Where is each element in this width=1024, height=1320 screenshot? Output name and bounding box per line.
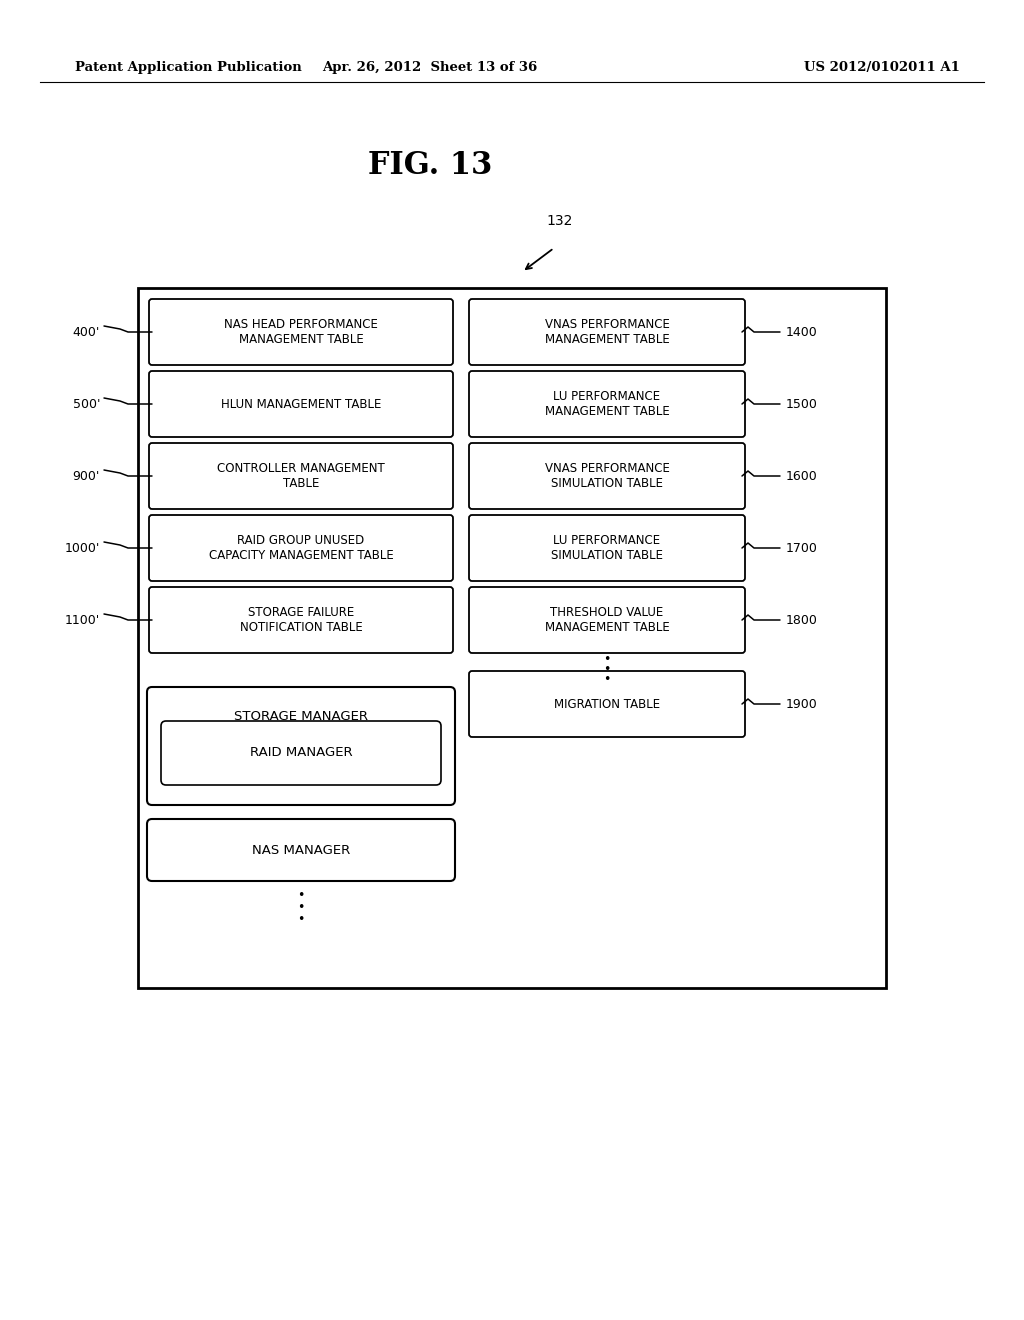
- FancyBboxPatch shape: [150, 587, 453, 653]
- Text: MIGRATION TABLE: MIGRATION TABLE: [554, 697, 660, 710]
- FancyBboxPatch shape: [150, 300, 453, 366]
- Text: THRESHOLD VALUE
MANAGEMENT TABLE: THRESHOLD VALUE MANAGEMENT TABLE: [545, 606, 670, 634]
- FancyBboxPatch shape: [469, 671, 745, 737]
- Text: 1600: 1600: [786, 470, 818, 483]
- FancyBboxPatch shape: [147, 818, 455, 880]
- Bar: [138, 288, 886, 987]
- Text: •: •: [603, 664, 610, 676]
- Text: CONTROLLER MANAGEMENT
TABLE: CONTROLLER MANAGEMENT TABLE: [217, 462, 385, 490]
- Text: •: •: [297, 913, 305, 927]
- Text: 1700: 1700: [786, 541, 818, 554]
- Text: STORAGE FAILURE
NOTIFICATION TABLE: STORAGE FAILURE NOTIFICATION TABLE: [240, 606, 362, 634]
- Text: •: •: [603, 653, 610, 667]
- Text: 900': 900': [73, 470, 100, 483]
- Text: •: •: [297, 902, 305, 915]
- Text: 132: 132: [547, 214, 573, 228]
- Text: LU PERFORMANCE
MANAGEMENT TABLE: LU PERFORMANCE MANAGEMENT TABLE: [545, 389, 670, 418]
- FancyBboxPatch shape: [150, 515, 453, 581]
- FancyBboxPatch shape: [150, 444, 453, 510]
- FancyBboxPatch shape: [469, 300, 745, 366]
- Text: VNAS PERFORMANCE
SIMULATION TABLE: VNAS PERFORMANCE SIMULATION TABLE: [545, 462, 670, 490]
- Text: 500': 500': [73, 397, 100, 411]
- Text: NAS HEAD PERFORMANCE
MANAGEMENT TABLE: NAS HEAD PERFORMANCE MANAGEMENT TABLE: [224, 318, 378, 346]
- Text: RAID GROUP UNUSED
CAPACITY MANAGEMENT TABLE: RAID GROUP UNUSED CAPACITY MANAGEMENT TA…: [209, 535, 393, 562]
- FancyBboxPatch shape: [161, 721, 441, 785]
- FancyBboxPatch shape: [469, 587, 745, 653]
- Text: VNAS PERFORMANCE
MANAGEMENT TABLE: VNAS PERFORMANCE MANAGEMENT TABLE: [545, 318, 670, 346]
- Text: •: •: [297, 890, 305, 903]
- FancyBboxPatch shape: [150, 371, 453, 437]
- Text: 1400: 1400: [786, 326, 818, 338]
- FancyBboxPatch shape: [469, 371, 745, 437]
- Text: Patent Application Publication: Patent Application Publication: [75, 62, 302, 74]
- Text: RAID MANAGER: RAID MANAGER: [250, 747, 352, 759]
- FancyBboxPatch shape: [469, 515, 745, 581]
- FancyBboxPatch shape: [147, 686, 455, 805]
- Text: HLUN MANAGEMENT TABLE: HLUN MANAGEMENT TABLE: [221, 397, 381, 411]
- Text: US 2012/0102011 A1: US 2012/0102011 A1: [804, 62, 961, 74]
- Text: 1100': 1100': [65, 614, 100, 627]
- Text: 1900: 1900: [786, 697, 818, 710]
- Text: LU PERFORMANCE
SIMULATION TABLE: LU PERFORMANCE SIMULATION TABLE: [551, 535, 663, 562]
- Text: 400': 400': [73, 326, 100, 338]
- Text: FIG. 13: FIG. 13: [368, 149, 493, 181]
- FancyBboxPatch shape: [469, 444, 745, 510]
- Text: •: •: [603, 673, 610, 686]
- Text: Apr. 26, 2012  Sheet 13 of 36: Apr. 26, 2012 Sheet 13 of 36: [323, 62, 538, 74]
- Text: 1800: 1800: [786, 614, 818, 627]
- Text: 1500: 1500: [786, 397, 818, 411]
- Text: NAS MANAGER: NAS MANAGER: [252, 843, 350, 857]
- Text: STORAGE MANAGER: STORAGE MANAGER: [234, 710, 368, 723]
- Text: 1000': 1000': [65, 541, 100, 554]
